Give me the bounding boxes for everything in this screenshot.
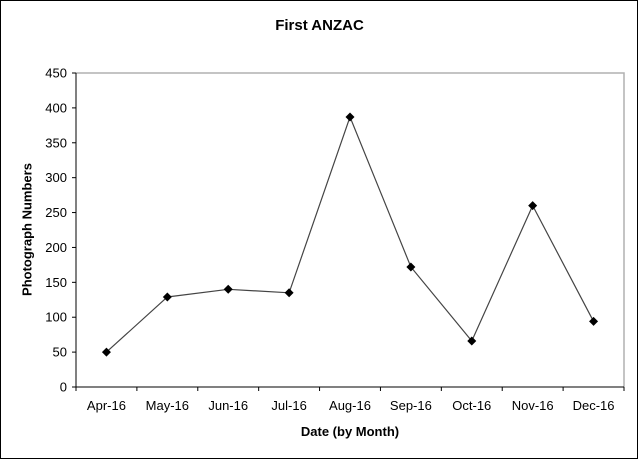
data-point-diamond-icon xyxy=(162,292,172,302)
x-tick-label: Aug-16 xyxy=(329,398,371,413)
y-tick-label: 400 xyxy=(45,100,67,115)
y-tick-label: 250 xyxy=(45,205,67,220)
data-point-diamond-icon xyxy=(467,336,477,346)
x-tick-label: May-16 xyxy=(146,398,189,413)
data-point-diamond-icon xyxy=(406,262,416,272)
y-tick-label: 0 xyxy=(60,380,67,395)
series-line xyxy=(106,115,595,353)
y-tick-label: 300 xyxy=(45,170,67,185)
y-tick-label: 150 xyxy=(45,275,67,290)
data-point-diamond-icon xyxy=(284,288,294,298)
y-tick-label: 200 xyxy=(45,240,67,255)
y-tick-label: 350 xyxy=(45,135,67,150)
x-tick-label: Oct-16 xyxy=(452,398,491,413)
y-tick-label: 100 xyxy=(45,310,67,325)
chart-title: First ANZAC xyxy=(275,17,364,34)
y-tick-label: 450 xyxy=(45,66,67,81)
x-tick-label: Jun-16 xyxy=(208,398,248,413)
x-tick-label: Dec-16 xyxy=(573,398,615,413)
data-point-diamond-icon xyxy=(101,347,111,357)
data-point-diamond-icon xyxy=(528,201,538,211)
x-tick-label: Jul-16 xyxy=(271,398,306,413)
data-point-diamond-icon xyxy=(223,284,233,294)
x-tick-label: Nov-16 xyxy=(512,398,554,413)
x-tick-label: Apr-16 xyxy=(87,398,126,413)
y-tick-label: 50 xyxy=(53,345,67,360)
x-tick-label: Sep-16 xyxy=(390,398,432,413)
x-axis-label: Date (by Month) xyxy=(300,424,400,439)
data-point-diamond-icon xyxy=(345,112,355,122)
plot-area-border xyxy=(76,72,625,387)
data-point-diamond-icon xyxy=(589,316,599,326)
